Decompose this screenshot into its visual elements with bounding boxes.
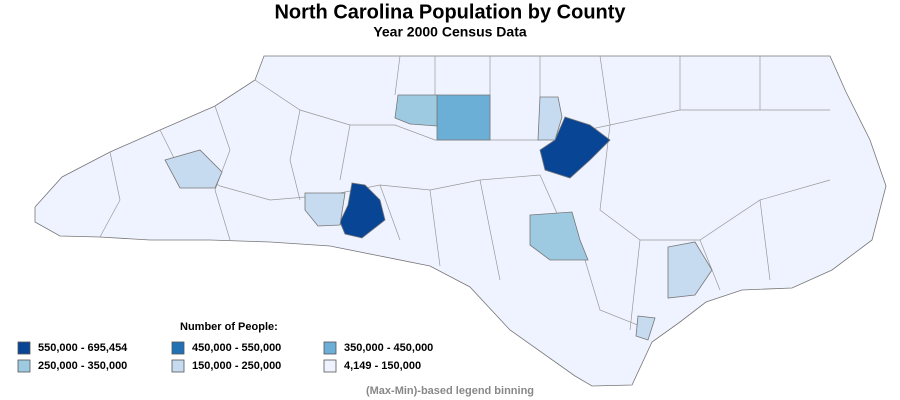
legend-swatch (17, 359, 31, 373)
legend-swatch (171, 341, 185, 355)
legend-label: 350,000 - 450,000 (344, 342, 433, 354)
legend-label: 150,000 - 250,000 (192, 360, 281, 372)
legend-swatch (323, 359, 337, 373)
county (635, 315, 656, 341)
county (339, 182, 386, 239)
legend-title: Number of People: (180, 321, 278, 333)
footnote: (Max-Min)-based legend binning (366, 385, 534, 397)
county (529, 211, 589, 261)
state-map (34, 55, 887, 387)
subtitle: Year 2000 Census Data (373, 24, 527, 40)
county (537, 96, 563, 141)
county (667, 241, 713, 299)
state-base (34, 55, 887, 387)
legend-swatch (323, 341, 337, 355)
county (436, 94, 491, 141)
legend-label: 4,149 - 150,000 (344, 360, 421, 372)
legend-label: 550,000 - 695,454 (38, 342, 128, 354)
county (539, 116, 611, 179)
county (304, 192, 346, 227)
county (164, 149, 223, 189)
legend-label: 250,000 - 350,000 (38, 360, 127, 372)
legend: 550,000 - 695,454 450,000 - 550,000 350,00… (17, 341, 433, 373)
title: North Carolina Population by County (274, 1, 626, 23)
legend-swatch (17, 341, 31, 355)
legend-swatch (171, 359, 185, 373)
legend-label: 450,000 - 550,000 (192, 342, 281, 354)
county (394, 94, 438, 127)
